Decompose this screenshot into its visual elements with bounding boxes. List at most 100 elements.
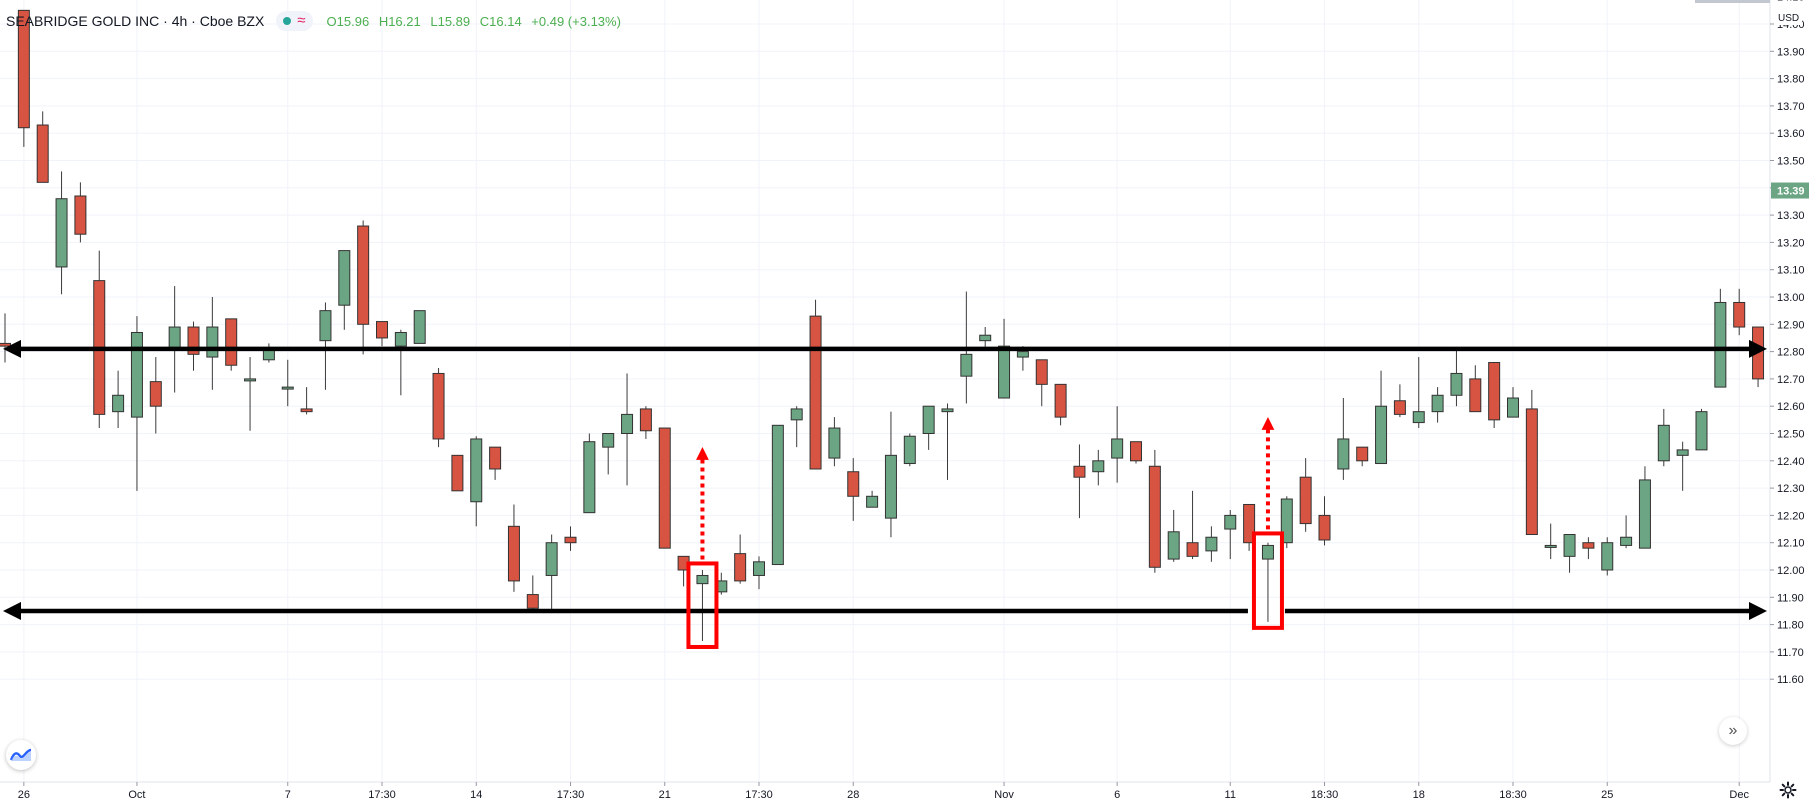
candle-body [17, 9, 30, 129]
time-tick-label: 18:30 [1311, 789, 1339, 801]
candle [1488, 362, 1501, 429]
candle [1318, 496, 1331, 546]
candle-body [1412, 411, 1425, 424]
time-tick-label: 18 [1413, 789, 1425, 801]
candle [413, 310, 426, 344]
candle-body [1280, 498, 1293, 544]
candle-body [1092, 460, 1105, 473]
candle [1507, 387, 1519, 418]
candle [0, 313, 11, 363]
candle [639, 406, 652, 439]
gear-icon[interactable] [1778, 780, 1798, 800]
candle [903, 433, 916, 467]
candle-body [1130, 441, 1142, 462]
candle-body [866, 495, 879, 508]
candle-body [1337, 438, 1350, 470]
candle-body [1714, 301, 1727, 388]
top-scroll-indicator [1695, 0, 1770, 3]
candle-body [1148, 465, 1161, 568]
annotation-layer [3, 339, 1767, 649]
double-chevron-right-icon[interactable]: » [1719, 717, 1747, 745]
candle [1412, 357, 1425, 429]
candle [866, 490, 879, 508]
time-tick-label: 21 [659, 789, 671, 801]
price-tick-label: 13.10 [1777, 265, 1805, 277]
candle-body [55, 198, 68, 268]
candle-layer [0, 9, 1802, 641]
price-tick-label: 12.00 [1777, 565, 1805, 577]
candle [583, 433, 596, 514]
candle-body [1450, 372, 1463, 396]
candle [244, 357, 257, 431]
price-tick-label: 13.70 [1777, 101, 1805, 113]
candle-body [1224, 514, 1237, 530]
candle [1525, 389, 1538, 536]
candle [1733, 288, 1746, 336]
candle [1638, 466, 1651, 549]
candle-body [564, 536, 577, 544]
price-tick-label: 11.80 [1777, 620, 1804, 632]
candle-body [753, 561, 765, 576]
currency-label: USD [1778, 13, 1799, 24]
candle [149, 357, 162, 434]
candle-body [470, 438, 483, 503]
price-tick-label: 12.60 [1777, 401, 1805, 413]
candle [771, 424, 784, 566]
candle-body [1205, 536, 1218, 552]
candle-body [319, 310, 332, 342]
candle-body [1111, 438, 1124, 459]
candle [55, 171, 68, 295]
price-tick-label: 12.30 [1777, 483, 1805, 495]
candle-body [884, 454, 897, 519]
candle-body [168, 326, 181, 350]
candle-body [206, 326, 219, 358]
time-tick-label: 6 [1114, 789, 1120, 801]
time-tick-label: Nov [994, 789, 1014, 801]
candle-body [413, 310, 426, 344]
price-tick-label: 12.70 [1777, 374, 1805, 386]
candle-body [394, 331, 407, 347]
price-tick-label: 14.10 [1777, 0, 1805, 4]
candle [1130, 441, 1142, 464]
candle-body [1525, 408, 1538, 536]
candle [451, 454, 464, 492]
candle-body [790, 408, 803, 421]
candle [621, 373, 634, 486]
candle-body [621, 413, 634, 435]
candle [1111, 406, 1124, 483]
indicator-pill[interactable]: ≈ [276, 11, 313, 31]
wave-icon: ≈ [297, 12, 306, 29]
candle-body [979, 334, 992, 342]
candle-body [734, 553, 747, 582]
candle [1695, 408, 1708, 451]
candle-body [1073, 465, 1086, 478]
candle [1431, 387, 1444, 423]
candle [526, 575, 539, 611]
price-tick-label: 12.80 [1777, 347, 1805, 359]
candle-body [1733, 301, 1746, 328]
candle [376, 321, 388, 347]
price-tick-label: 12.20 [1777, 510, 1805, 522]
highlight-box [686, 561, 719, 649]
candle-body [828, 427, 841, 459]
candle-body [903, 435, 916, 465]
candle-body [36, 124, 49, 183]
tradingview-logo-icon[interactable] [6, 740, 36, 770]
time-tick-label: 11 [1225, 789, 1236, 801]
candle [564, 526, 577, 551]
candle-body [1488, 362, 1501, 421]
candle [1375, 370, 1388, 465]
candle [809, 299, 822, 470]
candle [300, 387, 313, 415]
candle [734, 534, 747, 584]
candle [658, 427, 671, 549]
open-value: O15.96 [326, 13, 370, 29]
low-value: L15.89 [430, 13, 471, 29]
candle-body [1167, 531, 1180, 560]
candle-body [130, 331, 143, 418]
candle [1676, 441, 1689, 491]
candle [1243, 503, 1256, 551]
candle-body [300, 408, 313, 413]
